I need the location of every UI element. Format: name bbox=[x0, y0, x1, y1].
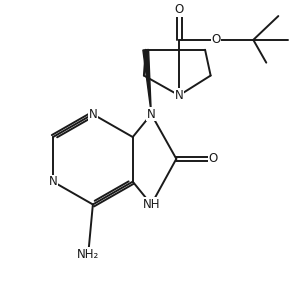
Text: NH₂: NH₂ bbox=[77, 248, 99, 261]
Polygon shape bbox=[143, 50, 151, 114]
Text: NH: NH bbox=[143, 198, 160, 211]
Text: N: N bbox=[88, 108, 97, 121]
Text: N: N bbox=[147, 108, 156, 121]
Text: N: N bbox=[175, 89, 184, 102]
Text: O: O bbox=[212, 33, 221, 46]
Text: N: N bbox=[49, 175, 57, 188]
Text: O: O bbox=[209, 152, 218, 165]
Text: O: O bbox=[175, 3, 184, 16]
